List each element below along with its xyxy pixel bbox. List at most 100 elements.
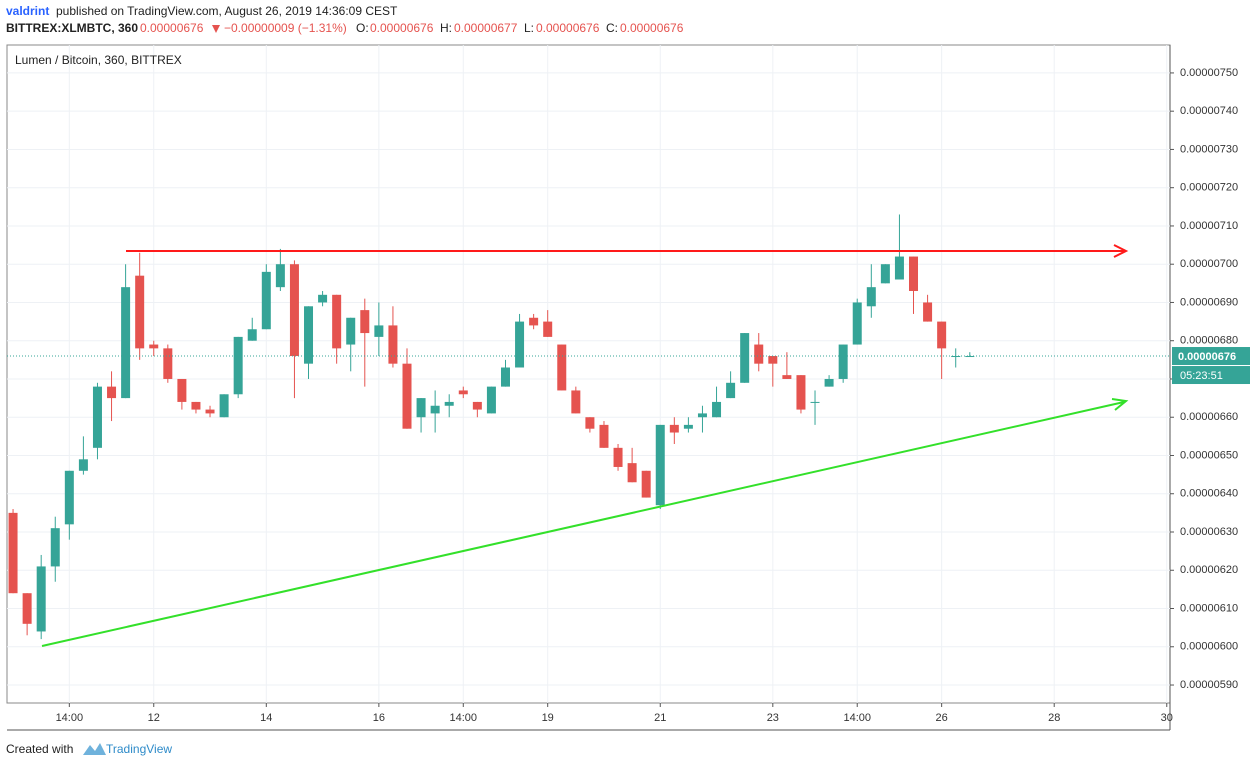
candle-body — [641, 470, 651, 498]
candle-body — [965, 356, 975, 358]
candle-body — [374, 325, 384, 337]
candle-body — [36, 566, 46, 632]
author[interactable]: valdrint — [6, 4, 49, 18]
candle-body — [92, 386, 102, 448]
y-tick-label: 0.00000640 — [1180, 488, 1238, 500]
low-label: L: — [524, 21, 534, 35]
open-value: 0.00000676 — [370, 21, 434, 35]
candle-body — [557, 344, 567, 391]
low-value: 0.00000676 — [536, 21, 600, 35]
last-price-box — [1172, 347, 1250, 366]
y-tick-label: 0.00000720 — [1180, 182, 1238, 194]
y-tick-label: 0.00000590 — [1180, 679, 1238, 691]
symbol: BITTREX:XLMBTC, 360 — [6, 21, 138, 35]
candle-body — [697, 413, 707, 418]
x-tick-label: 16 — [373, 712, 385, 724]
candle-body — [669, 424, 679, 433]
y-tick-label: 0.00000630 — [1180, 526, 1238, 538]
brand-logo — [83, 743, 106, 755]
candle-body — [107, 386, 117, 399]
candle-body — [346, 317, 356, 345]
y-tick-label: 0.00000660 — [1180, 411, 1238, 423]
countdown-box — [1172, 366, 1250, 385]
price: 0.00000676 — [140, 21, 204, 35]
support-arrow — [1111, 398, 1129, 411]
close-label: C: — [606, 21, 618, 35]
candle-body — [121, 287, 131, 399]
x-tick-label: 23 — [767, 712, 779, 724]
candle-body — [909, 256, 919, 291]
candle-body — [22, 593, 32, 624]
candle-body — [289, 264, 299, 357]
candle-body — [866, 287, 876, 307]
candle-body — [923, 302, 933, 322]
candle-body — [880, 264, 890, 284]
candle-body — [571, 390, 581, 414]
candle-body — [726, 382, 736, 399]
x-tick-label: 19 — [542, 712, 554, 724]
high-label: H: — [440, 21, 452, 35]
candle-body — [304, 306, 314, 364]
high-value: 0.00000677 — [454, 21, 518, 35]
chart-title: Lumen / Bitcoin, 360, BITTREX — [15, 53, 182, 67]
candle-body — [627, 463, 637, 483]
candle-body — [388, 325, 398, 364]
candle-body — [177, 378, 187, 402]
countdown: 05:23:51 — [1180, 370, 1223, 382]
x-tick-label: 14:00 — [56, 712, 84, 724]
candle-body — [275, 264, 285, 288]
candle-body — [754, 344, 764, 364]
y-tick-label: 0.00000650 — [1180, 449, 1238, 461]
candle-body — [796, 375, 806, 410]
candle-body — [402, 363, 412, 429]
last-price-label: 0.00000676 — [1178, 351, 1236, 363]
candle-body — [135, 275, 145, 349]
candle-body — [247, 329, 257, 341]
candle-body — [149, 344, 159, 349]
y-tick-label: 0.00000620 — [1180, 564, 1238, 576]
footer-created: Created with — [6, 742, 73, 756]
candle-body — [894, 256, 904, 280]
candle-body — [458, 390, 468, 395]
candle-body — [50, 528, 60, 567]
candle-body — [515, 321, 525, 368]
candle-body — [318, 294, 328, 303]
change: −0.00000009 (−1.31%) — [224, 21, 347, 35]
y-tick-label: 0.00000600 — [1180, 641, 1238, 653]
candle-body — [360, 310, 370, 334]
candle-body — [824, 378, 834, 387]
candle-body — [163, 348, 173, 379]
x-tick-label: 14:00 — [843, 712, 871, 724]
candle-body — [712, 401, 722, 418]
candle-body — [332, 294, 342, 349]
candle-body — [810, 401, 820, 403]
candle-body — [655, 424, 665, 506]
candle-body — [585, 417, 595, 429]
candle-body — [838, 344, 848, 379]
candle-body — [500, 367, 510, 387]
y-tick-label: 0.00000690 — [1180, 296, 1238, 308]
close-value: 0.00000676 — [620, 21, 684, 35]
support-line — [41, 401, 1125, 647]
candle-body — [613, 447, 623, 467]
x-tick-label: 14:00 — [450, 712, 478, 724]
x-tick-label: 14 — [260, 712, 272, 724]
candle-body — [543, 321, 553, 337]
candle-body — [852, 302, 862, 345]
candle-body — [191, 401, 201, 410]
x-tick-label: 26 — [936, 712, 948, 724]
candle-body — [937, 321, 947, 349]
y-tick-label: 0.00000740 — [1180, 105, 1238, 117]
x-tick-label: 30 — [1161, 712, 1173, 724]
candle-body — [416, 398, 426, 418]
y-tick-label: 0.00000730 — [1180, 143, 1238, 155]
candle-body — [472, 401, 482, 410]
plot-frame — [6, 44, 1171, 704]
candle-body — [683, 424, 693, 429]
published: published on TradingView.com, August 26,… — [56, 4, 398, 18]
y-tick-label: 0.00000610 — [1180, 602, 1238, 614]
footer-brand[interactable]: TradingView — [106, 742, 172, 756]
candle-body — [64, 470, 74, 525]
